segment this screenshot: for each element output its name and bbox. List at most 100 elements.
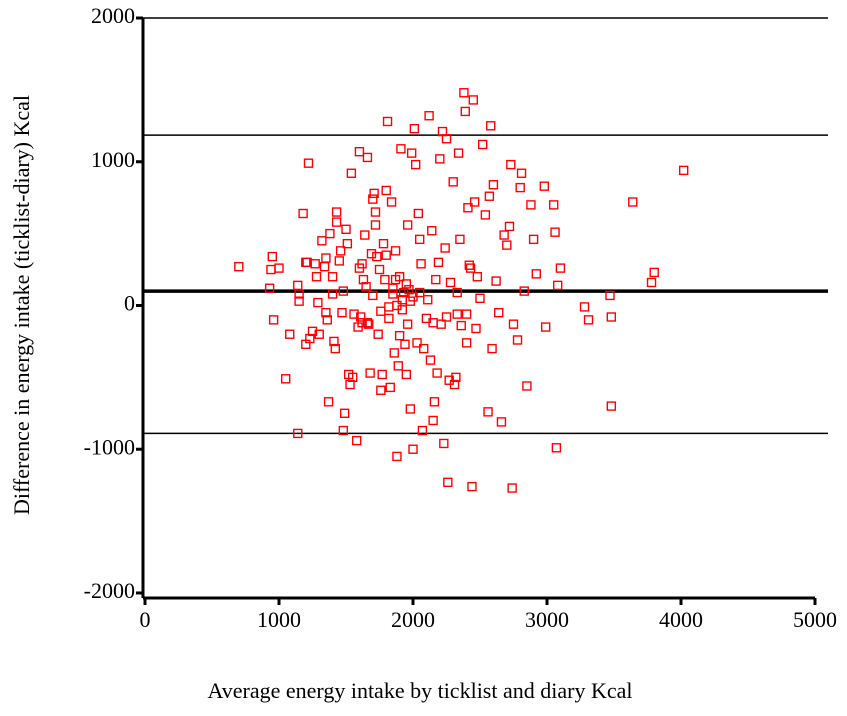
y-tick-label: 2000 <box>91 3 135 28</box>
point <box>424 111 434 121</box>
point <box>365 368 375 378</box>
point <box>409 123 420 134</box>
point <box>310 259 320 269</box>
point <box>360 230 370 240</box>
point <box>354 146 365 157</box>
point <box>431 274 441 285</box>
point <box>303 158 314 168</box>
point <box>649 267 659 278</box>
point <box>469 197 480 207</box>
point <box>461 309 472 319</box>
point <box>314 329 324 339</box>
point <box>370 220 381 230</box>
point <box>319 261 330 272</box>
point <box>293 280 303 291</box>
point <box>331 217 342 227</box>
point <box>506 159 516 170</box>
point <box>394 330 405 341</box>
point <box>502 240 512 250</box>
point <box>678 165 689 176</box>
point <box>335 246 346 256</box>
point <box>465 263 476 273</box>
point <box>415 287 425 298</box>
y-tick-label: -1000 <box>84 434 135 459</box>
point <box>550 227 560 237</box>
point <box>313 297 323 308</box>
point <box>396 144 406 154</box>
point <box>294 296 304 306</box>
point <box>374 264 385 275</box>
point <box>266 264 276 275</box>
point <box>605 290 615 301</box>
point <box>551 443 562 453</box>
point <box>491 276 501 286</box>
point <box>531 269 541 279</box>
point <box>516 168 527 178</box>
point <box>381 250 391 260</box>
point <box>453 148 464 158</box>
point <box>499 230 509 240</box>
point <box>321 253 331 263</box>
point <box>330 343 340 354</box>
point <box>419 343 429 354</box>
point <box>416 259 426 269</box>
y-tick-label: 0 <box>124 291 135 316</box>
point <box>417 425 428 436</box>
point <box>274 263 284 273</box>
point <box>268 315 279 325</box>
point <box>487 343 497 354</box>
point <box>460 106 470 117</box>
point <box>366 249 377 259</box>
point <box>376 385 386 395</box>
y-tick-label: -2000 <box>84 578 135 603</box>
point <box>484 191 495 201</box>
point <box>400 339 410 349</box>
point <box>451 372 461 383</box>
point <box>338 425 349 436</box>
point <box>234 261 244 272</box>
point <box>322 315 332 325</box>
point <box>337 307 347 318</box>
point <box>494 307 504 318</box>
point <box>378 238 389 249</box>
point <box>397 305 407 315</box>
point <box>369 188 379 199</box>
point <box>389 348 399 358</box>
point <box>455 234 465 245</box>
point <box>555 263 566 273</box>
point <box>441 312 452 322</box>
point <box>549 200 559 210</box>
point <box>508 319 519 329</box>
point <box>579 302 590 312</box>
point <box>464 260 474 270</box>
point <box>628 197 638 207</box>
point <box>432 368 442 378</box>
point <box>553 280 563 291</box>
point <box>435 154 445 164</box>
point <box>373 329 383 339</box>
point <box>467 481 477 492</box>
point <box>440 243 450 253</box>
point <box>376 306 386 316</box>
point <box>386 197 397 207</box>
point <box>388 289 398 299</box>
point <box>452 309 462 319</box>
point <box>357 318 367 328</box>
point <box>483 407 493 417</box>
x-tick-label: 5000 <box>793 607 837 632</box>
point <box>381 185 391 196</box>
point <box>361 282 371 292</box>
point <box>461 338 472 348</box>
point <box>345 379 355 390</box>
point <box>334 256 345 266</box>
point <box>507 483 517 493</box>
point <box>472 272 483 282</box>
point <box>425 355 436 365</box>
point <box>512 335 523 345</box>
point <box>486 121 496 131</box>
point <box>390 246 401 256</box>
point <box>285 329 295 339</box>
point <box>362 152 373 163</box>
point <box>504 221 515 232</box>
